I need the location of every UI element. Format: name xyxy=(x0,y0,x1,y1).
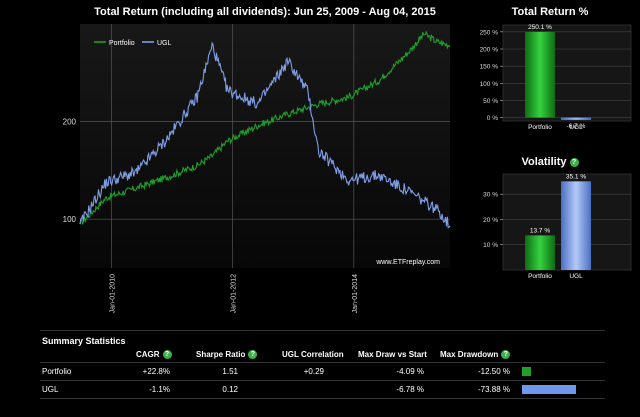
summary-divider xyxy=(40,330,605,331)
summary-bottom-rule xyxy=(40,398,605,399)
col-header-correlation-label: UGL Correlation xyxy=(282,350,344,359)
col-header-max-draw-start-label: Max Draw vs Start xyxy=(358,350,427,359)
tr-y-tick-label-2: 100 % xyxy=(480,81,499,88)
tr-data-label-ugl: -6.7 % xyxy=(567,123,586,130)
vol-y-tick-label-1: 20 % xyxy=(483,217,498,224)
summary-row-rule xyxy=(40,380,605,381)
x-tick-label-2: Jan-01-2014 xyxy=(352,274,359,313)
volatility-help-icon[interactable]: ? xyxy=(569,157,579,167)
tr-y-tick-label-1: 50 % xyxy=(483,98,498,105)
tr-y-tick-label-3: 150 % xyxy=(480,64,499,71)
row-portfolio-correlation: +0.29 xyxy=(303,367,324,376)
row-ugl-sharpe: 0.12 xyxy=(222,385,238,394)
row-portfolio-max-draw-start: -4.09 % xyxy=(396,367,424,376)
legend-portfolio-label: Portfolio xyxy=(109,40,135,47)
row-portfolio-cagr: +22.8% xyxy=(142,367,170,376)
tr-data-label-portfolio: 250.1 % xyxy=(528,24,552,31)
col-header-cagr-label: CAGR xyxy=(136,350,160,359)
y-tick-label-200: 200 xyxy=(63,118,77,127)
row-portfolio-max-drawdown: -12.50 % xyxy=(477,367,510,376)
col-header-sharpe-label: Sharpe Ratio xyxy=(196,350,246,359)
vol-y-tick-label-2: 30 % xyxy=(483,192,498,199)
tr-plot-area xyxy=(502,24,632,122)
vol-data-label-portfolio: 13.7 % xyxy=(530,227,550,234)
legend-ugl-label: UGL xyxy=(157,40,172,47)
tr-y-tick-label-4: 200 % xyxy=(480,47,499,54)
col-header-max-draw-start: Max Draw vs Start xyxy=(358,350,427,359)
tr-bar-portfolio xyxy=(525,31,555,118)
volatility-title: Volatility? xyxy=(470,156,630,168)
main-chart: 100 200 Jan-01-2010 Jan-01-2012 Jan-01-2014 P… xyxy=(63,24,451,313)
watermark: www.ETFreplay.com xyxy=(375,259,440,266)
vol-bar-ugl xyxy=(561,181,591,270)
vol-data-label-ugl: 35.1 % xyxy=(566,173,586,180)
x-tick-label-1: Jan-01-2012 xyxy=(231,274,238,313)
row-ugl-max-draw-start: -6.78 % xyxy=(396,385,424,394)
ugl-line xyxy=(79,41,451,229)
volatility-chart: 10 % 20 % 30 % 13.7 % Portfolio 35.1 % UGL xyxy=(483,173,632,280)
portfolio-line xyxy=(79,30,451,225)
main-chart-title: Total Return (including all dividends): … xyxy=(94,6,436,18)
total-return-chart: 0 % 50 % 100 % 150 % 200 % 250 % 250.1 % Portfo… xyxy=(480,24,632,131)
vol-bar-portfolio xyxy=(525,235,555,270)
volatility-title-text: Volatility xyxy=(521,156,567,168)
tr-bar-ugl xyxy=(561,117,591,120)
y-tick-label-100: 100 xyxy=(63,215,77,224)
col-header-correlation: UGL Correlation xyxy=(282,350,344,359)
tr-y-tick-label-0: 0 % xyxy=(487,115,498,122)
x-tick-label-0: Jan-01-2010 xyxy=(110,274,117,313)
vol-y-tick-label-0: 10 % xyxy=(483,242,498,249)
vol-category-label-ugl: UGL xyxy=(569,273,583,280)
row-ugl-name: UGL xyxy=(42,385,59,394)
summary-header-rule xyxy=(40,362,605,363)
drawdown-help-icon[interactable]: ? xyxy=(501,350,511,360)
col-header-cagr: CAGR? xyxy=(136,350,172,360)
vol-category-label-portfolio: Portfolio xyxy=(528,273,552,280)
col-header-max-drawdown: Max Drawdown? xyxy=(440,350,511,360)
main-plot-area xyxy=(80,24,450,268)
total-return-title: Total Return % xyxy=(511,6,589,18)
summary-heading: Summary Statistics xyxy=(42,336,126,346)
row-portfolio-sharpe: 1.51 xyxy=(222,367,238,376)
col-header-max-drawdown-label: Max Drawdown xyxy=(440,350,499,359)
col-header-sharpe: Sharpe Ratio? xyxy=(196,350,258,360)
tr-category-label-ugl: UGL xyxy=(569,124,583,131)
row-portfolio-drawdown-bar xyxy=(522,367,532,376)
row-portfolio-name: Portfolio xyxy=(42,367,72,376)
sharpe-help-icon[interactable]: ? xyxy=(248,350,258,360)
tr-y-tick-label-5: 250 % xyxy=(480,29,499,36)
row-ugl-max-drawdown: -73.88 % xyxy=(477,385,510,394)
summary-statistics: Summary Statistics CAGR? Sharpe Ratio? U… xyxy=(0,330,640,417)
tr-category-label-portfolio: Portfolio xyxy=(528,124,552,131)
row-ugl-cagr: -1.1% xyxy=(149,385,170,394)
row-ugl-drawdown-bar xyxy=(522,385,576,394)
cagr-help-icon[interactable]: ? xyxy=(162,350,172,360)
